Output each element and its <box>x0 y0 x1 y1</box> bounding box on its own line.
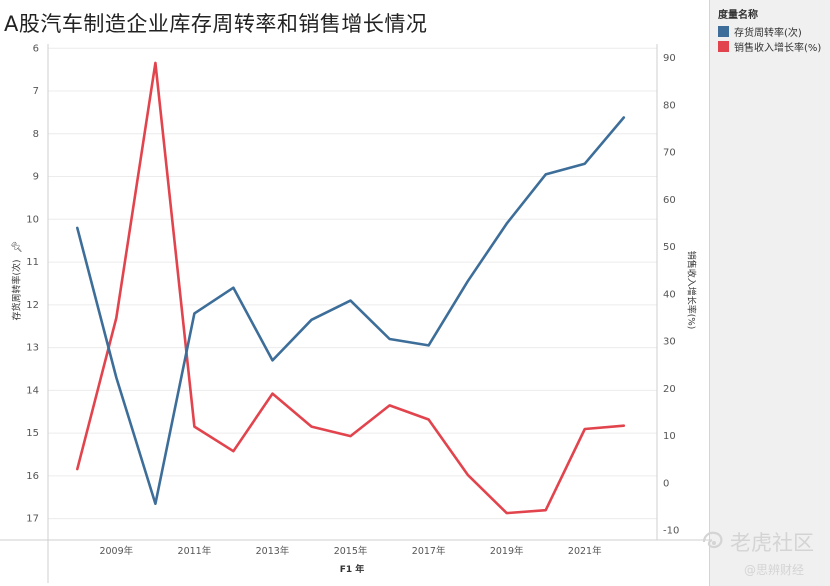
legend-panel: 度量名称 存货周转率(次) 销售收入增长率(%) <box>709 0 830 586</box>
left-tick-label: 9 <box>33 172 39 183</box>
data-point-sales-growth[interactable] <box>113 315 119 321</box>
data-point-inventory-turnover[interactable] <box>152 501 158 507</box>
x-tick-label: 2013年 <box>256 545 290 557</box>
data-point-sales-growth[interactable] <box>269 391 275 397</box>
left-axis-label-group: 存货周转率(次) 📌︎ <box>11 241 24 321</box>
right-tick-label: 70 <box>663 148 676 159</box>
data-point-inventory-turnover[interactable] <box>191 310 197 316</box>
left-tick-label: 15 <box>26 428 39 439</box>
series-line-sales-growth[interactable] <box>76 61 626 515</box>
legend-swatch-inventory-turnover <box>718 26 729 37</box>
legend-item-sales-growth[interactable]: 销售收入增长率(%) <box>718 40 822 54</box>
left-tick-label: 17 <box>26 514 39 525</box>
right-tick-label: 60 <box>663 195 676 206</box>
data-point-inventory-turnover[interactable] <box>621 115 627 121</box>
left-tick-label: 10 <box>26 214 39 225</box>
legend-label-sales-growth: 销售收入增长率(%) <box>734 43 822 54</box>
right-axis-label-group: 销售收入增长率(%) <box>686 251 698 330</box>
data-point-sales-growth[interactable] <box>348 433 354 439</box>
data-point-inventory-turnover[interactable] <box>543 171 549 177</box>
x-tick-label: 2009年 <box>99 545 133 557</box>
x-axis-label: F1 年 <box>340 563 365 575</box>
data-point-sales-growth[interactable] <box>152 60 158 66</box>
legend-title: 度量名称 <box>718 10 758 21</box>
data-point-inventory-turnover[interactable] <box>230 285 236 291</box>
right-axis-ticks: 90 80 70 60 50 40 30 20 10 0 -10 <box>663 53 679 536</box>
left-tick-label: 7 <box>33 86 39 97</box>
left-tick-label: 12 <box>26 300 39 311</box>
right-tick-label: 80 <box>663 100 676 111</box>
data-point-sales-growth[interactable] <box>582 426 588 432</box>
data-point-sales-growth[interactable] <box>387 402 393 408</box>
x-tick-label: 2021年 <box>568 545 602 557</box>
series-layer <box>74 60 627 516</box>
data-point-inventory-turnover[interactable] <box>113 375 119 381</box>
x-tick-label: 2015年 <box>334 545 368 557</box>
data-point-inventory-turnover[interactable] <box>504 221 510 227</box>
right-tick-label: 40 <box>663 289 676 300</box>
left-tick-label: 6 <box>33 43 39 54</box>
left-tick-label: 14 <box>26 385 39 396</box>
left-tick-label: 16 <box>26 471 39 482</box>
watermark: 老虎社区 @思辨财经 <box>700 527 820 583</box>
data-point-inventory-turnover[interactable] <box>582 161 588 167</box>
legend-item-inventory-turnover[interactable]: 存货周转率(次) <box>718 25 802 39</box>
data-point-inventory-turnover[interactable] <box>387 336 393 342</box>
data-point-sales-growth[interactable] <box>543 507 549 513</box>
data-point-sales-growth[interactable] <box>74 466 80 472</box>
right-tick-label: 20 <box>663 384 676 395</box>
right-tick-label: -10 <box>663 526 679 537</box>
left-axis-ticks: 6 7 8 9 10 11 12 13 14 15 16 17 <box>26 43 39 524</box>
left-tick-label: 8 <box>33 129 39 140</box>
right-tick-label: 30 <box>663 337 676 348</box>
data-point-inventory-turnover[interactable] <box>269 357 275 363</box>
watermark-main-text: 老虎社区 <box>730 531 814 555</box>
right-tick-label: 0 <box>663 478 669 489</box>
left-tick-label: 11 <box>26 257 39 268</box>
x-tick-label: 2019年 <box>490 545 524 557</box>
data-point-inventory-turnover[interactable] <box>74 225 80 231</box>
right-tick-label: 50 <box>663 242 676 253</box>
chart-title: A股汽车制造企业库存周转率和销售增长情况 <box>4 12 428 36</box>
data-point-inventory-turnover[interactable] <box>465 278 471 284</box>
chart-canvas: 6 7 8 9 10 11 12 13 14 15 16 17 90 80 70 60 50 40 30 20 10 0… <box>0 43 709 583</box>
series-line-inventory-turnover[interactable] <box>76 116 626 506</box>
right-tick-label: 90 <box>663 53 676 64</box>
watermark-sub-text: @思辨财经 <box>744 563 805 577</box>
data-point-sales-growth[interactable] <box>465 472 471 478</box>
right-axis-label: 销售收入增长率(%) <box>686 251 698 330</box>
data-point-inventory-turnover[interactable] <box>348 298 354 304</box>
x-tick-label: 2017年 <box>412 545 446 557</box>
data-point-sales-growth[interactable] <box>230 448 236 454</box>
x-tick-label: 2011年 <box>178 545 212 557</box>
data-point-sales-growth[interactable] <box>309 424 315 430</box>
data-point-sales-growth[interactable] <box>191 424 197 430</box>
data-point-sales-growth[interactable] <box>426 417 432 423</box>
left-axis-label: 存货周转率(次) <box>11 259 23 320</box>
watermark-logo-icon <box>702 531 723 549</box>
legend-label-inventory-turnover: 存货周转率(次) <box>734 28 802 39</box>
data-point-sales-growth[interactable] <box>621 423 627 429</box>
x-axis-ticks: 2009年 2011年 2013年 2015年 2017年 2019年 2021年 <box>99 545 602 557</box>
left-tick-label: 13 <box>26 343 39 354</box>
data-point-inventory-turnover[interactable] <box>426 342 432 348</box>
data-point-sales-growth[interactable] <box>504 510 510 516</box>
data-point-inventory-turnover[interactable] <box>309 317 315 323</box>
pin-icon: 📌︎ <box>11 241 23 254</box>
legend-swatch-sales-growth <box>718 41 729 52</box>
right-tick-label: 10 <box>663 431 676 442</box>
